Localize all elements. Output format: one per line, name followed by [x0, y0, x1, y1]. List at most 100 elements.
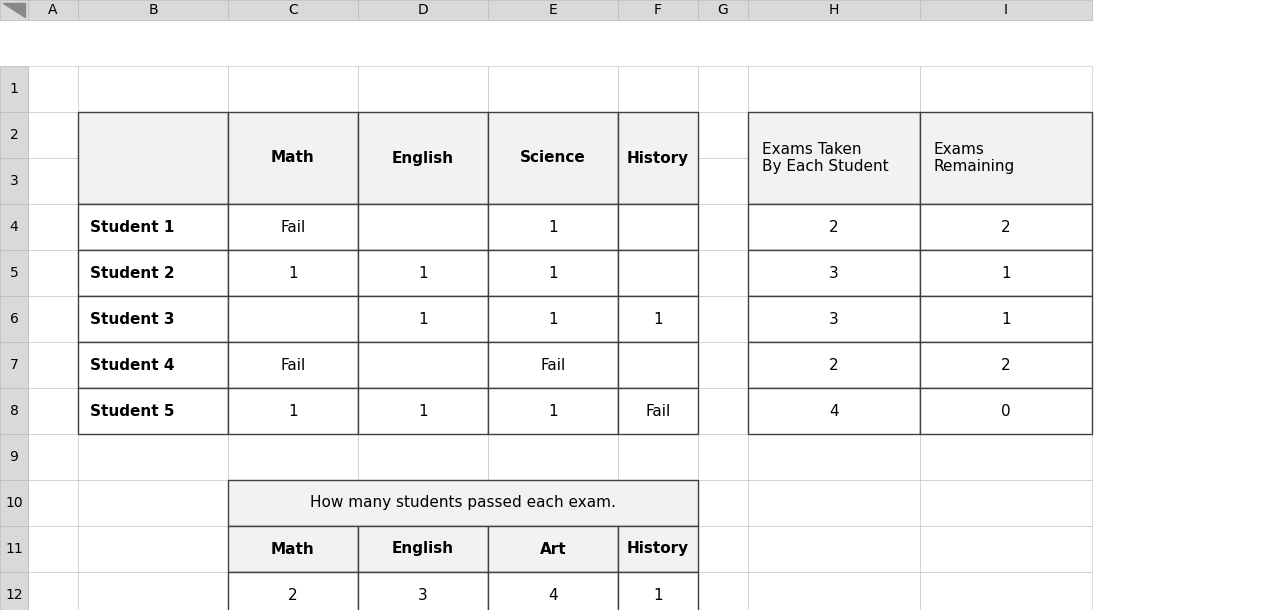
Bar — [748, 342, 920, 388]
Bar — [488, 250, 617, 296]
Bar — [78, 296, 228, 342]
Text: F: F — [655, 3, 662, 17]
Bar — [28, 572, 78, 610]
Bar — [357, 250, 488, 296]
Text: Student 3: Student 3 — [90, 312, 174, 326]
Text: 1: 1 — [548, 403, 557, 418]
Text: Math: Math — [272, 151, 315, 165]
Bar — [78, 296, 228, 342]
Text: 1: 1 — [418, 403, 428, 418]
Bar — [698, 250, 748, 296]
Text: 3: 3 — [418, 587, 428, 603]
Text: Science: Science — [520, 151, 585, 165]
Bar — [78, 112, 228, 204]
Text: 3: 3 — [829, 265, 839, 281]
Bar — [617, 112, 698, 158]
Bar — [357, 526, 488, 572]
Text: D: D — [418, 3, 428, 17]
Bar — [920, 112, 1091, 158]
Bar — [228, 480, 698, 526]
Text: 3: 3 — [10, 174, 18, 188]
Bar — [920, 388, 1091, 434]
Text: G: G — [717, 3, 729, 17]
Bar — [488, 388, 617, 434]
Bar — [617, 434, 698, 480]
Bar — [488, 296, 617, 342]
Bar — [488, 204, 617, 250]
Bar — [748, 296, 920, 342]
Bar — [920, 112, 1091, 204]
Text: English: English — [392, 151, 453, 165]
Bar — [357, 66, 488, 112]
Bar — [228, 526, 357, 572]
Bar — [357, 204, 488, 250]
Bar — [357, 158, 488, 204]
Bar — [0, 204, 28, 250]
Bar — [228, 296, 357, 342]
Bar — [920, 204, 1091, 250]
Text: 1: 1 — [653, 587, 662, 603]
Bar — [357, 250, 488, 296]
Text: Student 4: Student 4 — [90, 357, 174, 373]
Text: 1: 1 — [9, 82, 18, 96]
Bar — [617, 342, 698, 388]
Bar — [228, 158, 357, 204]
Bar — [748, 204, 920, 250]
Bar — [78, 388, 228, 434]
Bar — [357, 342, 488, 388]
Bar — [617, 342, 698, 388]
Text: 4: 4 — [548, 587, 557, 603]
Bar — [617, 296, 698, 342]
Bar — [228, 572, 357, 610]
Bar — [0, 480, 28, 526]
Text: 1: 1 — [548, 312, 557, 326]
Text: 12: 12 — [5, 588, 23, 602]
Bar — [0, 434, 28, 480]
Bar — [920, 66, 1091, 112]
Bar — [920, 388, 1091, 434]
Bar — [28, 388, 78, 434]
Bar — [488, 112, 617, 158]
Bar — [488, 112, 617, 204]
Bar — [748, 296, 920, 342]
Text: 1: 1 — [653, 312, 662, 326]
Text: Art: Art — [539, 542, 566, 556]
Bar — [228, 342, 357, 388]
Bar — [698, 434, 748, 480]
Text: B: B — [149, 3, 158, 17]
Text: 10: 10 — [5, 496, 23, 510]
Bar — [617, 66, 698, 112]
Bar — [228, 434, 357, 480]
Text: Student 1: Student 1 — [90, 220, 174, 234]
Bar — [228, 250, 357, 296]
Bar — [748, 112, 920, 158]
Text: Fail: Fail — [281, 220, 306, 234]
Text: 1: 1 — [1002, 312, 1011, 326]
Text: 0: 0 — [1002, 403, 1011, 418]
Text: 1: 1 — [548, 265, 557, 281]
Bar — [617, 0, 698, 20]
Text: 11: 11 — [5, 542, 23, 556]
Text: 3: 3 — [829, 312, 839, 326]
Bar — [617, 112, 698, 204]
Text: 1: 1 — [1002, 265, 1011, 281]
Bar — [78, 204, 228, 250]
Bar — [357, 342, 488, 388]
Bar — [228, 204, 357, 250]
Bar — [357, 388, 488, 434]
Bar — [698, 296, 748, 342]
Bar — [357, 296, 488, 342]
Bar — [748, 526, 920, 572]
Bar — [920, 296, 1091, 342]
Bar — [698, 112, 748, 158]
Text: History: History — [626, 151, 689, 165]
Text: Student 2: Student 2 — [90, 265, 174, 281]
Bar — [617, 480, 698, 526]
Bar — [78, 204, 228, 250]
Bar — [488, 342, 617, 388]
Bar — [920, 250, 1091, 296]
Bar — [920, 480, 1091, 526]
Bar — [748, 0, 920, 20]
Bar — [748, 112, 920, 204]
Bar — [748, 250, 920, 296]
